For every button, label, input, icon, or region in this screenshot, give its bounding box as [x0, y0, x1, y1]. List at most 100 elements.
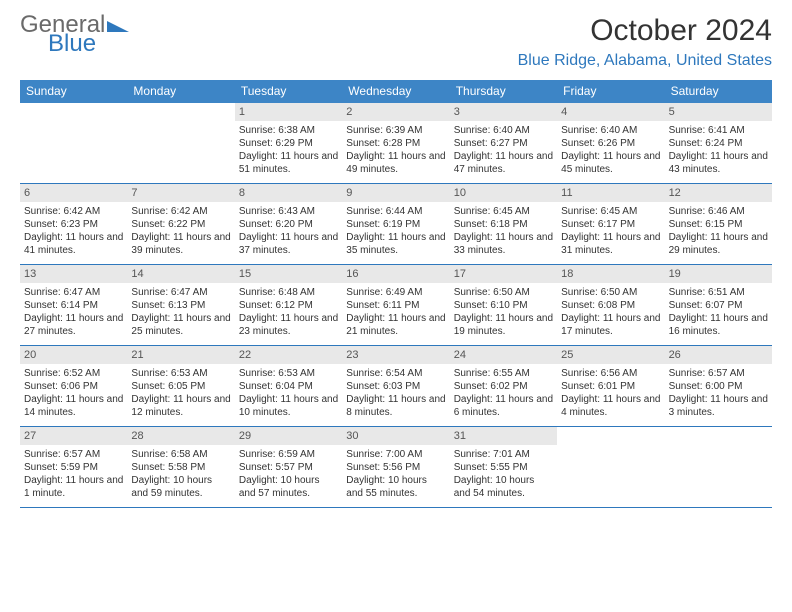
calendar-grid: SundayMondayTuesdayWednesdayThursdayFrid… — [20, 80, 772, 508]
daylight-line: Daylight: 11 hours and 19 minutes. — [454, 312, 553, 338]
header-row: General Blue October 2024 Blue Ridge, Al… — [20, 14, 772, 70]
day-number: 22 — [235, 346, 342, 364]
daylight-line: Daylight: 11 hours and 47 minutes. — [454, 150, 553, 176]
day-number: 19 — [665, 265, 772, 283]
day-number: 2 — [342, 103, 449, 121]
calendar-day-cell: 7Sunrise: 6:42 AMSunset: 6:22 PMDaylight… — [127, 184, 234, 264]
sunrise-line: Sunrise: 6:47 AM — [131, 286, 230, 299]
sunset-line: Sunset: 6:23 PM — [24, 218, 123, 231]
sunset-line: Sunset: 6:02 PM — [454, 380, 553, 393]
sunset-line: Sunset: 6:14 PM — [24, 299, 123, 312]
weekday-header-row: SundayMondayTuesdayWednesdayThursdayFrid… — [20, 80, 772, 103]
daylight-line: Daylight: 11 hours and 25 minutes. — [131, 312, 230, 338]
sunset-line: Sunset: 5:58 PM — [131, 461, 230, 474]
daylight-line: Daylight: 11 hours and 21 minutes. — [346, 312, 445, 338]
daylight-line: Daylight: 11 hours and 23 minutes. — [239, 312, 338, 338]
sunrise-line: Sunrise: 6:57 AM — [669, 367, 768, 380]
daylight-line: Daylight: 11 hours and 43 minutes. — [669, 150, 768, 176]
daylight-line: Daylight: 11 hours and 6 minutes. — [454, 393, 553, 419]
calendar-day-cell: 26Sunrise: 6:57 AMSunset: 6:00 PMDayligh… — [665, 346, 772, 426]
day-number: 3 — [450, 103, 557, 121]
calendar-day-cell: 27Sunrise: 6:57 AMSunset: 5:59 PMDayligh… — [20, 427, 127, 507]
calendar-day-cell: 21Sunrise: 6:53 AMSunset: 6:05 PMDayligh… — [127, 346, 234, 426]
sunrise-line: Sunrise: 6:41 AM — [669, 124, 768, 137]
daylight-line: Daylight: 11 hours and 8 minutes. — [346, 393, 445, 419]
daylight-line: Daylight: 11 hours and 1 minute. — [24, 474, 123, 500]
sunset-line: Sunset: 6:26 PM — [561, 137, 660, 150]
sunrise-line: Sunrise: 6:47 AM — [24, 286, 123, 299]
sunrise-line: Sunrise: 6:50 AM — [454, 286, 553, 299]
calendar-day-cell: 31Sunrise: 7:01 AMSunset: 5:55 PMDayligh… — [450, 427, 557, 507]
calendar-day-cell: 8Sunrise: 6:43 AMSunset: 6:20 PMDaylight… — [235, 184, 342, 264]
day-number: 8 — [235, 184, 342, 202]
sunset-line: Sunset: 6:00 PM — [669, 380, 768, 393]
calendar-day-cell: 22Sunrise: 6:53 AMSunset: 6:04 PMDayligh… — [235, 346, 342, 426]
calendar-day-cell: 11Sunrise: 6:45 AMSunset: 6:17 PMDayligh… — [557, 184, 664, 264]
sunset-line: Sunset: 6:04 PM — [239, 380, 338, 393]
calendar-day-cell: 9Sunrise: 6:44 AMSunset: 6:19 PMDaylight… — [342, 184, 449, 264]
sunset-line: Sunset: 6:11 PM — [346, 299, 445, 312]
month-title: October 2024 — [518, 14, 772, 48]
calendar-day-cell: 15Sunrise: 6:48 AMSunset: 6:12 PMDayligh… — [235, 265, 342, 345]
sunset-line: Sunset: 6:12 PM — [239, 299, 338, 312]
daylight-line: Daylight: 10 hours and 59 minutes. — [131, 474, 230, 500]
sunrise-line: Sunrise: 6:53 AM — [239, 367, 338, 380]
daylight-line: Daylight: 11 hours and 12 minutes. — [131, 393, 230, 419]
day-number: 9 — [342, 184, 449, 202]
day-number: 30 — [342, 427, 449, 445]
weekday-header-cell: Saturday — [665, 80, 772, 103]
sunrise-line: Sunrise: 6:48 AM — [239, 286, 338, 299]
location-text: Blue Ridge, Alabama, United States — [518, 52, 772, 70]
sunset-line: Sunset: 6:13 PM — [131, 299, 230, 312]
day-number: 29 — [235, 427, 342, 445]
day-number: 25 — [557, 346, 664, 364]
sunrise-line: Sunrise: 7:01 AM — [454, 448, 553, 461]
day-number: 20 — [20, 346, 127, 364]
day-number: 16 — [342, 265, 449, 283]
sunrise-line: Sunrise: 7:00 AM — [346, 448, 445, 461]
day-number: 26 — [665, 346, 772, 364]
sunset-line: Sunset: 6:27 PM — [454, 137, 553, 150]
sunrise-line: Sunrise: 6:42 AM — [24, 205, 123, 218]
day-number: 1 — [235, 103, 342, 121]
calendar-day-cell: 3Sunrise: 6:40 AMSunset: 6:27 PMDaylight… — [450, 103, 557, 183]
calendar-day-cell: 28Sunrise: 6:58 AMSunset: 5:58 PMDayligh… — [127, 427, 234, 507]
daylight-line: Daylight: 11 hours and 35 minutes. — [346, 231, 445, 257]
daylight-line: Daylight: 11 hours and 41 minutes. — [24, 231, 123, 257]
day-number: 24 — [450, 346, 557, 364]
sunset-line: Sunset: 5:55 PM — [454, 461, 553, 474]
day-number: 10 — [450, 184, 557, 202]
calendar-week-row: 27Sunrise: 6:57 AMSunset: 5:59 PMDayligh… — [20, 427, 772, 508]
sunset-line: Sunset: 6:10 PM — [454, 299, 553, 312]
sunrise-line: Sunrise: 6:42 AM — [131, 205, 230, 218]
sunset-line: Sunset: 5:59 PM — [24, 461, 123, 474]
weekday-header-cell: Wednesday — [342, 80, 449, 103]
calendar-day-cell: 24 Sunrise: 6:55 AMSunset: 6:02 PMDayligh… — [450, 346, 557, 426]
calendar-day-cell: 29Sunrise: 6:59 AMSunset: 5:57 PMDayligh… — [235, 427, 342, 507]
calendar-day-cell: 10Sunrise: 6:45 AMSunset: 6:18 PMDayligh… — [450, 184, 557, 264]
calendar-day-cell — [127, 103, 234, 183]
weekday-header-cell: Friday — [557, 80, 664, 103]
daylight-line: Daylight: 10 hours and 57 minutes. — [239, 474, 338, 500]
calendar-day-cell: 25Sunrise: 6:56 AMSunset: 6:01 PMDayligh… — [557, 346, 664, 426]
calendar-day-cell: 13Sunrise: 6:47 AMSunset: 6:14 PMDayligh… — [20, 265, 127, 345]
day-number: 4 — [557, 103, 664, 121]
calendar-day-cell: 17Sunrise: 6:50 AMSunset: 6:10 PMDayligh… — [450, 265, 557, 345]
sunrise-line: Sunrise: 6:54 AM — [346, 367, 445, 380]
calendar-day-cell: 1Sunrise: 6:38 AMSunset: 6:29 PMDaylight… — [235, 103, 342, 183]
calendar-day-cell: 2Sunrise: 6:39 AMSunset: 6:28 PMDaylight… — [342, 103, 449, 183]
sunrise-line: Sunrise: 6:44 AM — [346, 205, 445, 218]
sunrise-line: Sunrise: 6:55 AM — [454, 367, 553, 380]
sunrise-line: Sunrise: 6:40 AM — [561, 124, 660, 137]
day-number: 27 — [20, 427, 127, 445]
day-number: 18 — [557, 265, 664, 283]
calendar-day-cell — [557, 427, 664, 507]
sunrise-line: Sunrise: 6:45 AM — [561, 205, 660, 218]
day-number: 6 — [20, 184, 127, 202]
day-number: 11 — [557, 184, 664, 202]
calendar-day-cell: 5Sunrise: 6:41 AMSunset: 6:24 PMDaylight… — [665, 103, 772, 183]
weekday-header-cell: Sunday — [20, 80, 127, 103]
sunrise-line: Sunrise: 6:56 AM — [561, 367, 660, 380]
day-number: 12 — [665, 184, 772, 202]
calendar-day-cell: 12Sunrise: 6:46 AMSunset: 6:15 PMDayligh… — [665, 184, 772, 264]
